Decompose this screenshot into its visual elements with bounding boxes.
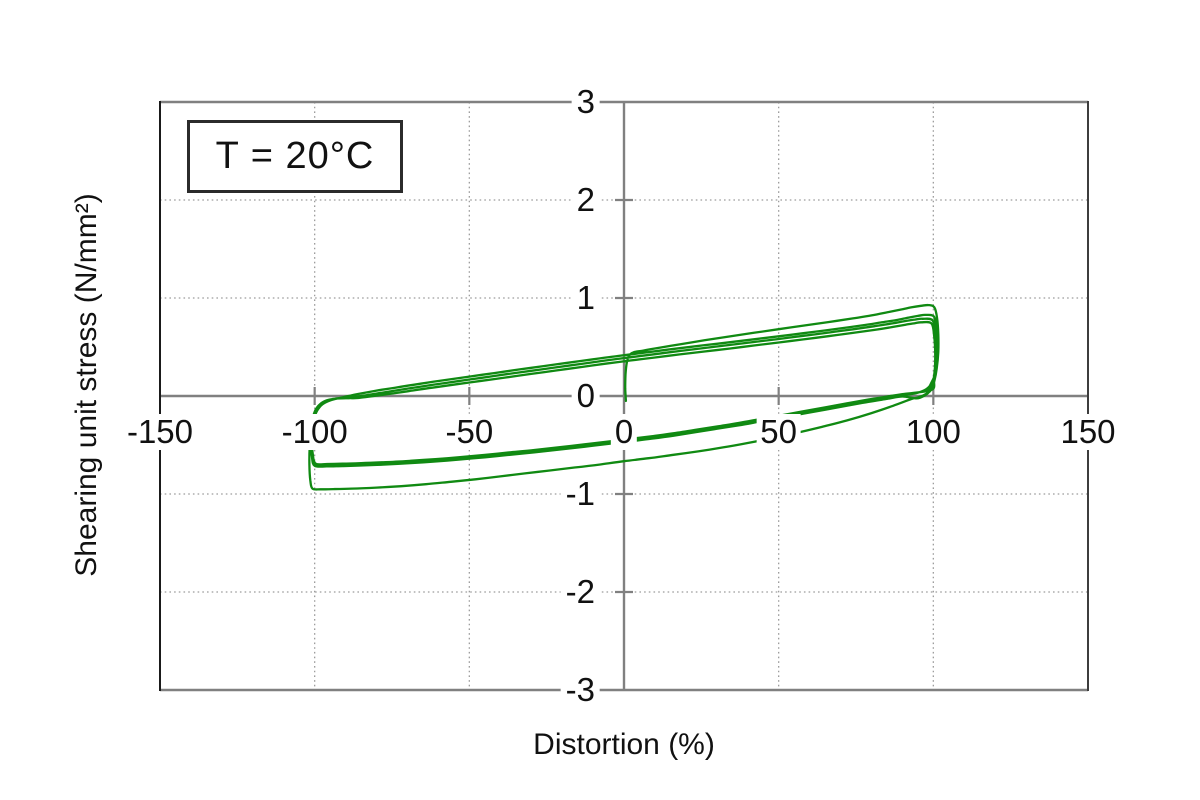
temperature-annotation-box: T = 20°C xyxy=(187,120,403,193)
y-tick-label: 3 xyxy=(571,83,600,121)
x-tick-label: 150 xyxy=(1056,414,1120,450)
y-tick-label: -2 xyxy=(560,573,600,611)
y-tick-label: 2 xyxy=(571,181,600,219)
temperature-annotation-label: T = 20°C xyxy=(215,135,375,177)
y-tick-label: -1 xyxy=(560,475,600,513)
x-tick-label: 100 xyxy=(901,414,965,450)
x-tick-label: -100 xyxy=(277,414,352,450)
y-tick-label: 1 xyxy=(571,279,600,317)
x-axis-title: Distortion (%) xyxy=(533,728,715,761)
x-tick-label: 0 xyxy=(610,414,638,450)
hysteresis-curve xyxy=(308,303,940,491)
x-tick-label: -50 xyxy=(441,414,498,450)
x-tick-label: 50 xyxy=(756,414,802,450)
y-tick-label: -3 xyxy=(560,671,600,709)
x-tick-label: -150 xyxy=(122,414,198,450)
y-tick-label: 0 xyxy=(571,377,600,415)
y-axis-title: Shearing unit stress (N/mm²) xyxy=(70,193,103,577)
